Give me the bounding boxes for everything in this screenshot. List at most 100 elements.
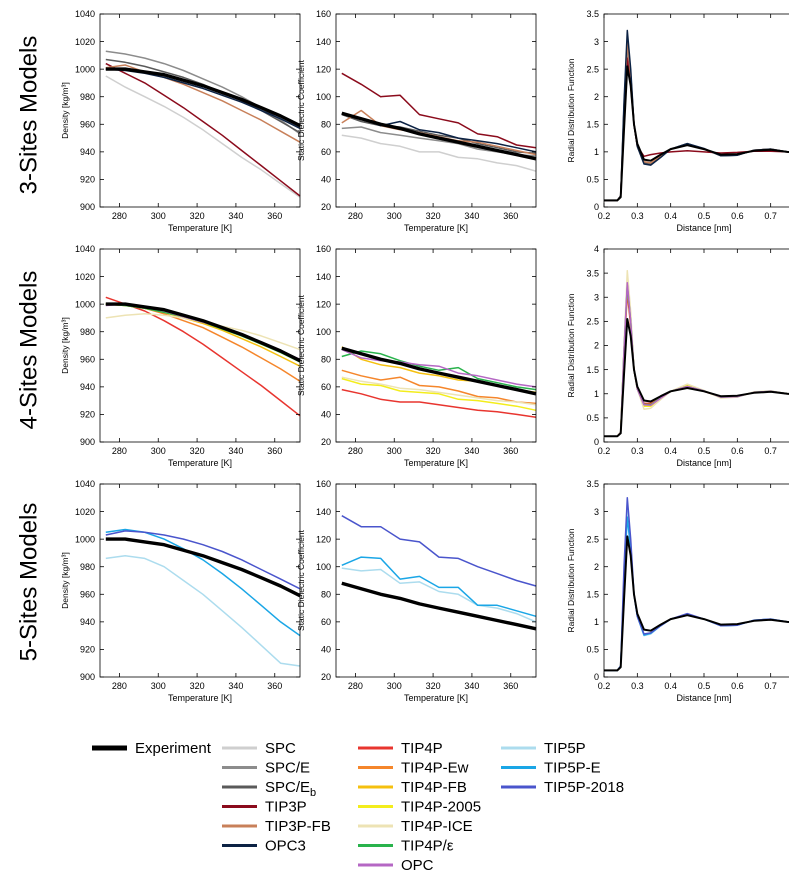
series-line-tip4p xyxy=(105,296,301,417)
y-tick-label: 2 xyxy=(594,341,599,351)
y-tick-label: 1020 xyxy=(75,272,95,282)
y-tick-label: 900 xyxy=(80,202,95,212)
legend-label: SPC xyxy=(265,740,296,757)
y-tick-label: 1 xyxy=(594,147,599,157)
y-tick-label: 0.5 xyxy=(586,645,599,655)
y-tick-label: 920 xyxy=(80,410,95,420)
legend-item-tip3p-fb: TIP3P-FB xyxy=(222,818,331,835)
x-tick-label: 280 xyxy=(348,446,363,456)
x-tick-label: 300 xyxy=(387,211,402,221)
y-tick-label: 140 xyxy=(316,507,331,517)
x-tick-label: 300 xyxy=(387,681,402,691)
plot-frame xyxy=(99,483,301,678)
x-tick-label: 300 xyxy=(151,211,166,221)
y-tick-label: 1000 xyxy=(75,534,95,544)
y-axis-label: Static Dielectric Coefficient xyxy=(296,59,306,161)
y-tick-label: 1020 xyxy=(75,37,95,47)
x-tick-label: 0.4 xyxy=(664,446,677,456)
chart-0-0: 280 300 320 340 360 900 920 940 960 980 1000 1020 10… xyxy=(60,9,301,233)
y-tick-label: 60 xyxy=(321,617,331,627)
legend-item-experiment: Experiment xyxy=(92,740,212,757)
series-line-experiment xyxy=(105,302,301,363)
x-tick-label: 0.7 xyxy=(764,446,777,456)
x-tick-label: 300 xyxy=(151,681,166,691)
legend-item-tip4p-ew: TIP4P-Ew xyxy=(358,760,469,777)
x-tick-label: 0.3 xyxy=(631,211,644,221)
y-tick-label: 960 xyxy=(80,354,95,364)
legend-label: TIP3P-FB xyxy=(265,818,331,835)
y-tick-label: 140 xyxy=(316,37,331,47)
y-tick-label: 40 xyxy=(321,645,331,655)
legend-label: TIP4P-Ew xyxy=(401,760,469,777)
y-tick-label: 60 xyxy=(321,382,331,392)
x-tick-label: 360 xyxy=(503,681,518,691)
legend-label: TIP4P-ICE xyxy=(401,818,473,835)
x-axis-label: Temperature [K] xyxy=(404,458,468,468)
x-tick-label: 280 xyxy=(348,211,363,221)
x-tick-label: 340 xyxy=(464,446,479,456)
chart-2-2: 0.20.30.40.50.60.70.800.511.522.533.5Dis… xyxy=(566,479,789,703)
x-axis-label: Temperature [K] xyxy=(168,693,232,703)
series-line-tip3p xyxy=(105,62,301,197)
plot-frame xyxy=(335,248,537,443)
y-tick-label: 920 xyxy=(80,645,95,655)
x-tick-label: 0.5 xyxy=(698,681,711,691)
y-tick-label: 3 xyxy=(594,292,599,302)
series-line-tip5p-2018 xyxy=(341,515,537,587)
x-tick-label: 280 xyxy=(112,681,127,691)
x-tick-label: 360 xyxy=(267,446,282,456)
x-tick-label: 0.6 xyxy=(731,211,744,221)
series-line-tip4p-2005 xyxy=(341,377,537,412)
y-axis-label: Density [kg/m³] xyxy=(60,82,70,139)
series-line-tip5p-2018 xyxy=(105,530,301,590)
x-tick-label: 320 xyxy=(190,681,205,691)
x-tick-label: 320 xyxy=(190,211,205,221)
y-tick-label: 980 xyxy=(80,562,95,572)
x-tick-label: 0.4 xyxy=(664,211,677,221)
legend-label: OPC3 xyxy=(265,838,306,855)
y-tick-label: 2 xyxy=(594,92,599,102)
x-axis-label: Distance [nm] xyxy=(676,223,731,233)
legend-item-tip4p-fb: TIP4P-FB xyxy=(358,779,467,796)
y-tick-label: 60 xyxy=(321,147,331,157)
legend-label: TIP3P xyxy=(265,799,307,816)
x-tick-label: 0.6 xyxy=(731,681,744,691)
x-tick-label: 300 xyxy=(151,446,166,456)
y-tick-label: 1040 xyxy=(75,244,95,254)
x-tick-label: 280 xyxy=(112,211,127,221)
series-line-spc xyxy=(105,75,301,198)
x-tick-label: 0.7 xyxy=(764,211,777,221)
x-axis-label: Distance [nm] xyxy=(676,693,731,703)
y-tick-label: 900 xyxy=(80,437,95,447)
legend-item-tip4p-2005: TIP4P-2005 xyxy=(358,799,481,816)
y-tick-label: 160 xyxy=(316,479,331,489)
series-line-tip4p-ice xyxy=(341,376,537,406)
legend-label: TIP4P-2005 xyxy=(401,799,481,816)
legend-item-tip4p-ice: TIP4P-ICE xyxy=(358,818,473,835)
x-tick-label: 340 xyxy=(464,211,479,221)
x-axis-label: Temperature [K] xyxy=(404,693,468,703)
y-tick-label: 1.5 xyxy=(586,119,599,129)
y-tick-label: 920 xyxy=(80,175,95,185)
series-line-experiment xyxy=(341,581,537,631)
x-tick-label: 340 xyxy=(228,681,243,691)
y-tick-label: 940 xyxy=(80,382,95,392)
y-tick-label: 100 xyxy=(316,92,331,102)
y-tick-label: 2.5 xyxy=(586,317,599,327)
x-tick-label: 300 xyxy=(387,446,402,456)
y-tick-label: 0 xyxy=(594,202,599,212)
y-tick-label: 140 xyxy=(316,272,331,282)
row-title-4-sites: 4-Sites Models xyxy=(15,271,42,430)
series-line-experiment xyxy=(105,537,301,598)
series-line-tip3p xyxy=(341,72,537,149)
row-titles: 3-Sites Models 4-Sites Models 5-Sites Mo… xyxy=(15,36,42,662)
y-tick-label: 80 xyxy=(321,354,331,364)
legend-item-tip5p-2018: TIP5P-2018 xyxy=(501,779,624,796)
y-tick-label: 160 xyxy=(316,9,331,19)
x-axis-label: Temperature [K] xyxy=(168,223,232,233)
series-line-experiment xyxy=(604,318,789,438)
series-line-experiment xyxy=(604,535,789,672)
y-tick-label: 2 xyxy=(594,562,599,572)
y-tick-label: 1 xyxy=(594,617,599,627)
legend-label: TIP5P xyxy=(544,740,586,757)
